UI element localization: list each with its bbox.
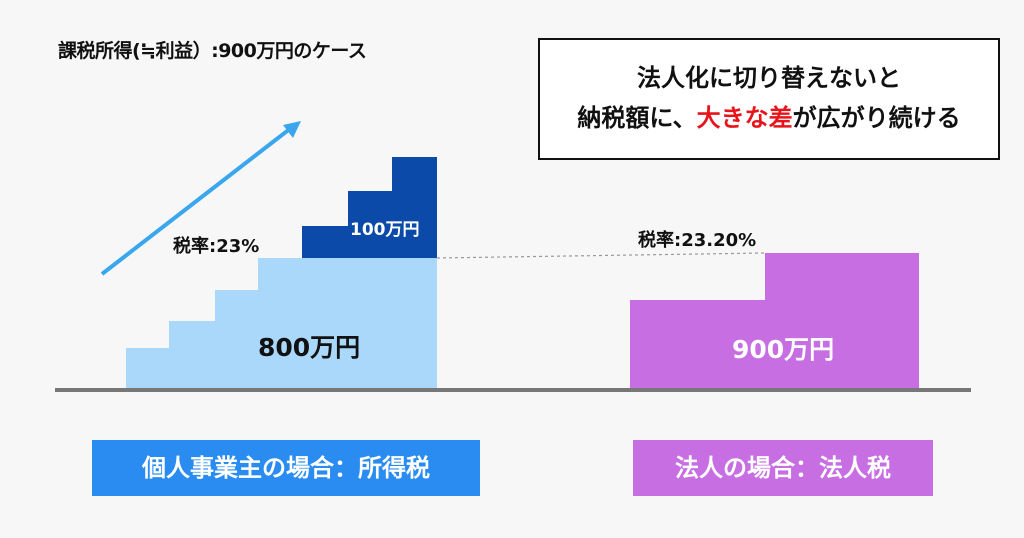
callout-box: 法人化に切り替えないと 納税額に、大きな差が広がり続ける [538, 38, 1000, 160]
sole-proprietor-base-amount: 800万円 [258, 333, 361, 362]
page-title: 課税所得(≒利益）:900万円のケース [58, 40, 367, 62]
corporation-block [630, 253, 919, 390]
callout-line-2-prefix: 納税額に、 [577, 104, 697, 132]
corporation-rate: 税率:23.20% [638, 230, 757, 251]
callout-line-1: 法人化に切り替えないと [637, 64, 901, 92]
baseline [55, 388, 971, 392]
dashed-connector [436, 252, 766, 259]
sole-proprietor-extra-stairs [302, 157, 437, 258]
sole-proprietor-base-stairs [126, 258, 437, 390]
sole-proprietor-rate: 税率:23% [173, 236, 260, 257]
sole-proprietor-badge: 個人事業主の場合：所得税 [92, 440, 480, 496]
sole-proprietor-extra-amount: 100万円 [350, 220, 420, 240]
rising-arrow-icon [100, 121, 301, 276]
callout-line-2: 納税額に、大きな差が広がり続ける [540, 98, 998, 138]
callout-line-2-suffix: が広がり続ける [792, 104, 961, 132]
corporation-badge: 法人の場合：法人税 [633, 440, 933, 496]
corporation-amount: 900万円 [732, 335, 835, 364]
callout-highlight: 大きな差 [696, 104, 793, 132]
